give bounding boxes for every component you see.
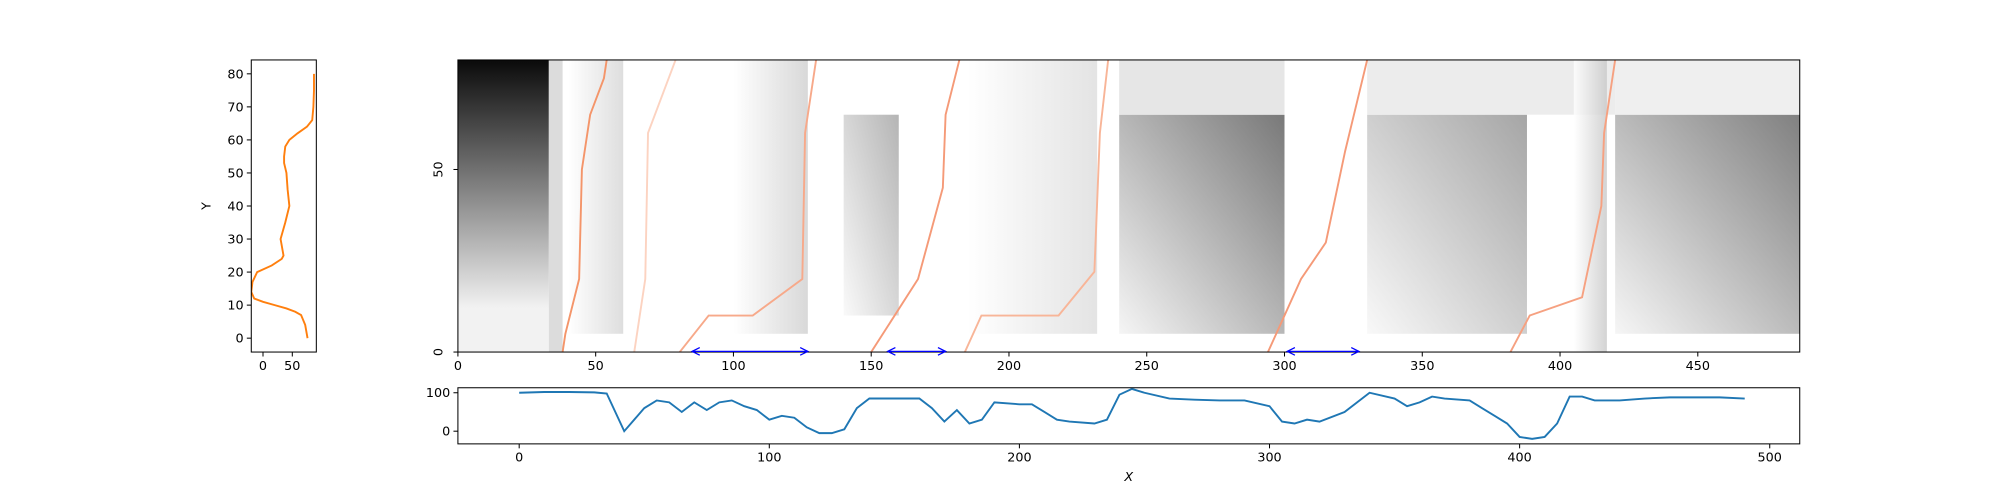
arrow-head [886, 347, 896, 356]
arrow-head [937, 347, 948, 356]
x-tick-label: 300 [1257, 451, 1281, 466]
heatmap-shading [548, 59, 563, 353]
heatmap-shading [1367, 59, 1616, 115]
x-tick-label: 400 [1507, 451, 1531, 466]
data-line [964, 59, 1110, 353]
data-line [251, 73, 315, 339]
x-tick-label: 0 [515, 451, 523, 466]
data-line [1267, 59, 1369, 353]
x-tick-label: 150 [859, 359, 883, 374]
plot-area [251, 73, 315, 339]
x-axis-label: X [1123, 470, 1133, 485]
subplot: 0 100 200 300 400 500 0 100 X [426, 386, 1801, 485]
y-tick-label: 50 [227, 166, 243, 181]
y-axis-label: Y [199, 202, 214, 211]
x-tick-label: 350 [1410, 359, 1434, 374]
y-tick-label: 10 [227, 299, 243, 314]
y-tick-label: 0 [235, 332, 243, 347]
arrow-head [1285, 347, 1296, 356]
x-tick-label: 500 [1758, 451, 1782, 466]
data-line [678, 59, 818, 353]
data-line [519, 387, 1745, 440]
data-line [1509, 59, 1617, 353]
y-tick-label: 60 [227, 133, 243, 148]
heatmap-shading [843, 114, 899, 316]
arrow-head [1350, 347, 1361, 356]
x-tick-label: 0 [259, 359, 267, 374]
y-tick-label: 70 [227, 100, 243, 115]
x-tick-label: 0 [454, 359, 462, 374]
x-tick-label: 200 [1007, 451, 1031, 466]
axes-frame [457, 387, 1801, 445]
x-tick-label: 300 [1272, 359, 1296, 374]
y-tick-label: 50 [432, 161, 447, 177]
y-tick-label: 40 [227, 199, 243, 214]
arrow-head [690, 347, 701, 356]
plot-area [457, 59, 1800, 353]
data-line [633, 59, 677, 353]
plot-area [519, 387, 1745, 440]
heatmap-shading [1119, 59, 1285, 115]
y-tick-label: 80 [227, 67, 243, 82]
subplot: 0 50 0 10 20 30 40 50 60 70 80 Y [199, 59, 317, 374]
y-tick-label: 100 [426, 386, 450, 401]
axes-frame [457, 59, 1801, 353]
heatmap-shading [967, 59, 1098, 334]
y-tick-label: 0 [442, 425, 450, 440]
x-tick-label: 250 [1135, 359, 1159, 374]
subplot: 0 50 100 150 200 250 300 350 400 450 0 50 [432, 59, 1801, 374]
heatmap-shading [1119, 114, 1285, 334]
arrow-head [799, 347, 810, 356]
x-tick-label: 450 [1686, 359, 1710, 374]
x-tick-label: 50 [284, 359, 300, 374]
y-tick-label: 0 [432, 348, 447, 356]
heatmap-shading [1367, 114, 1527, 334]
x-tick-label: 200 [997, 359, 1021, 374]
x-tick-label: 100 [757, 451, 781, 466]
heatmap-shading [733, 59, 808, 334]
x-tick-label: 100 [721, 359, 745, 374]
heatmap-shading [1615, 59, 1800, 115]
data-line [561, 59, 608, 353]
x-tick-label: 50 [588, 359, 604, 374]
data-line [870, 59, 961, 353]
heatmap-shading [1615, 114, 1800, 334]
y-tick-label: 30 [227, 233, 243, 248]
heatmap-shading [457, 59, 549, 353]
y-tick-label: 20 [227, 266, 243, 281]
x-tick-label: 400 [1548, 359, 1572, 374]
